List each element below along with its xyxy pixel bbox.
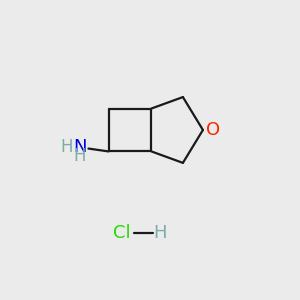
Text: O: O: [206, 121, 220, 139]
Text: N: N: [73, 138, 87, 156]
Text: H: H: [61, 138, 73, 156]
Text: Cl: Cl: [112, 224, 130, 242]
Text: H: H: [153, 224, 167, 242]
Text: H: H: [74, 147, 86, 165]
